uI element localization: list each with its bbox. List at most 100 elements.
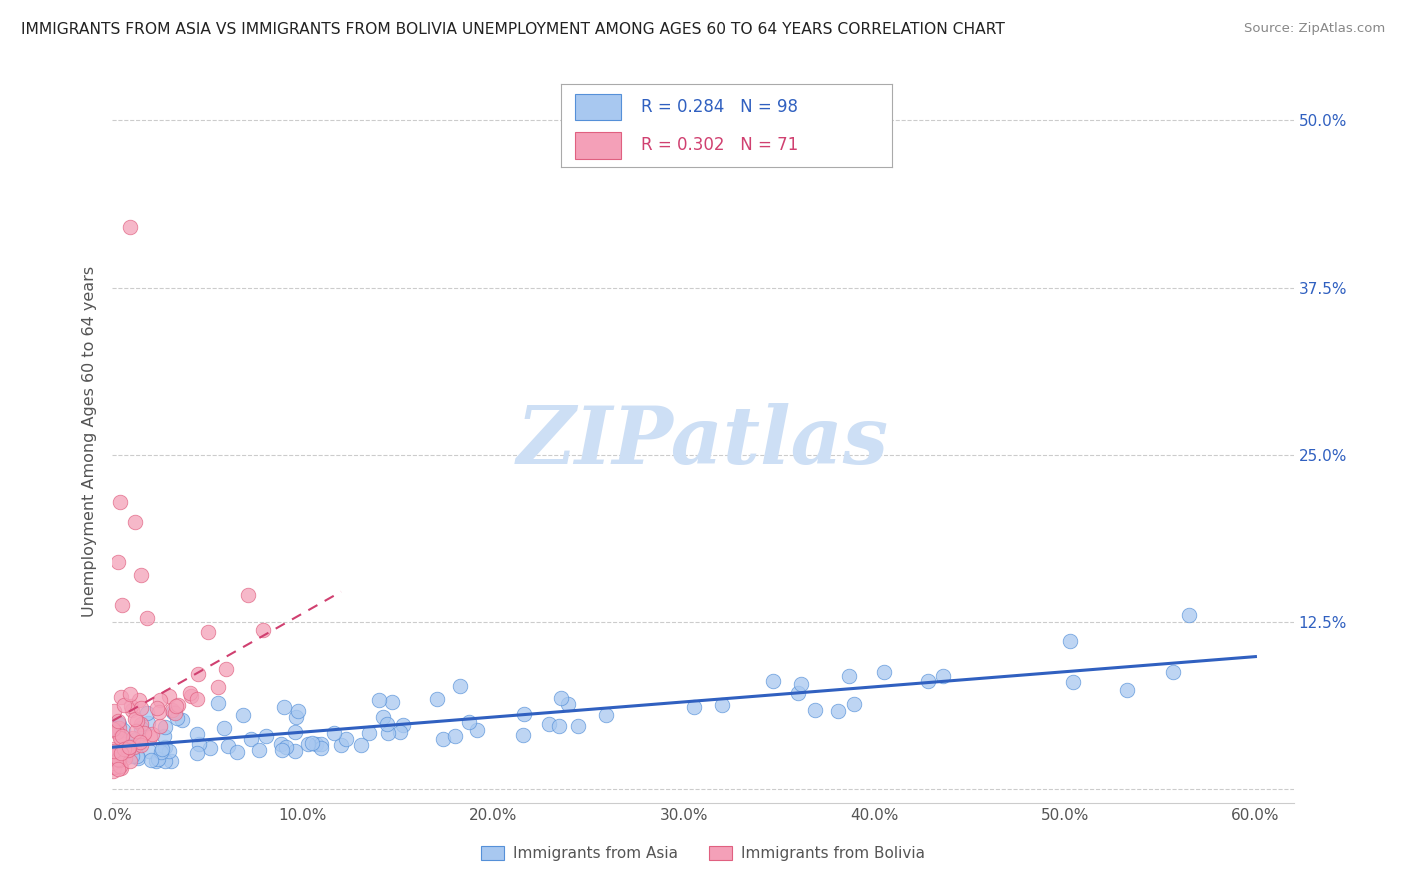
Point bbox=[467, 723, 489, 737]
Legend: Immigrants from Asia, Immigrants from Bolivia: Immigrants from Asia, Immigrants from Bo… bbox=[475, 840, 931, 867]
Point bbox=[107, 717, 129, 731]
Point bbox=[838, 669, 860, 683]
Point bbox=[129, 568, 152, 582]
Point bbox=[179, 686, 201, 700]
Point bbox=[124, 515, 146, 529]
Point bbox=[287, 704, 309, 718]
Point bbox=[155, 755, 177, 769]
Point bbox=[595, 708, 617, 723]
Point bbox=[120, 698, 142, 713]
Point bbox=[873, 665, 896, 680]
Point bbox=[107, 715, 129, 730]
Point bbox=[101, 748, 124, 763]
Point bbox=[305, 737, 328, 751]
Point bbox=[107, 753, 129, 767]
Point bbox=[120, 744, 142, 758]
Point bbox=[375, 717, 398, 731]
Point bbox=[186, 692, 208, 706]
Point bbox=[388, 724, 411, 739]
Point bbox=[148, 752, 170, 766]
Point bbox=[547, 719, 569, 733]
Point bbox=[932, 669, 955, 683]
Point bbox=[125, 732, 148, 747]
Point bbox=[160, 754, 183, 768]
Point bbox=[138, 731, 160, 745]
Point bbox=[134, 726, 156, 740]
Point bbox=[215, 662, 238, 676]
Point bbox=[1161, 665, 1184, 679]
Point bbox=[1116, 682, 1139, 697]
Point bbox=[107, 752, 129, 766]
Point bbox=[329, 738, 352, 752]
Point bbox=[186, 746, 208, 760]
Point bbox=[232, 707, 254, 722]
Point bbox=[118, 740, 141, 755]
Point bbox=[301, 736, 323, 750]
Point bbox=[377, 726, 399, 740]
Point bbox=[284, 744, 307, 758]
Point bbox=[297, 737, 319, 751]
Point bbox=[115, 742, 138, 756]
Point bbox=[844, 697, 866, 711]
Point bbox=[127, 748, 149, 763]
Point bbox=[101, 722, 124, 736]
Point bbox=[188, 737, 211, 751]
Point bbox=[166, 698, 188, 713]
Point bbox=[789, 677, 811, 691]
Point bbox=[827, 704, 849, 718]
Point bbox=[121, 731, 143, 746]
Point bbox=[107, 752, 129, 766]
Point bbox=[149, 693, 172, 707]
Point bbox=[1062, 675, 1084, 690]
Point bbox=[367, 693, 389, 707]
Point bbox=[148, 706, 170, 720]
Point bbox=[212, 721, 235, 735]
Point bbox=[129, 721, 152, 735]
Point bbox=[166, 711, 188, 725]
Point bbox=[180, 689, 202, 703]
Point bbox=[118, 739, 141, 754]
Text: IMMIGRANTS FROM ASIA VS IMMIGRANTS FROM BOLIVIA UNEMPLOYMENT AMONG AGES 60 TO 64: IMMIGRANTS FROM ASIA VS IMMIGRANTS FROM … bbox=[21, 22, 1005, 37]
Point bbox=[112, 742, 135, 756]
Point bbox=[110, 731, 132, 746]
Point bbox=[165, 698, 187, 713]
Point bbox=[101, 756, 124, 770]
Point bbox=[153, 720, 176, 734]
Point bbox=[200, 741, 222, 756]
Point bbox=[107, 555, 129, 569]
Point bbox=[157, 690, 180, 704]
Point bbox=[162, 705, 184, 719]
Point bbox=[160, 703, 183, 717]
Point bbox=[550, 691, 572, 706]
Point bbox=[145, 755, 167, 769]
Point bbox=[252, 624, 274, 638]
Point bbox=[146, 701, 169, 715]
Point bbox=[284, 724, 307, 739]
Point bbox=[128, 693, 150, 707]
Point bbox=[157, 744, 180, 758]
Point bbox=[118, 687, 141, 701]
Point bbox=[381, 695, 404, 709]
Point bbox=[567, 719, 589, 733]
Point bbox=[110, 761, 132, 775]
Point bbox=[129, 738, 152, 752]
Point bbox=[107, 762, 129, 776]
Point bbox=[284, 710, 307, 724]
Point bbox=[122, 740, 145, 755]
Point bbox=[150, 742, 173, 756]
Point bbox=[107, 760, 129, 774]
Point bbox=[108, 759, 131, 773]
Point bbox=[111, 598, 134, 612]
Point bbox=[141, 727, 163, 741]
Point bbox=[155, 739, 177, 754]
Point bbox=[139, 753, 162, 767]
Point bbox=[803, 703, 825, 717]
Point bbox=[240, 732, 263, 747]
Point bbox=[136, 706, 159, 720]
Text: ZIPatlas: ZIPatlas bbox=[517, 403, 889, 480]
Point bbox=[165, 706, 187, 720]
Y-axis label: Unemployment Among Ages 60 to 64 years: Unemployment Among Ages 60 to 64 years bbox=[82, 266, 97, 617]
Point bbox=[108, 731, 131, 745]
Point bbox=[512, 728, 534, 742]
Point bbox=[103, 722, 125, 736]
